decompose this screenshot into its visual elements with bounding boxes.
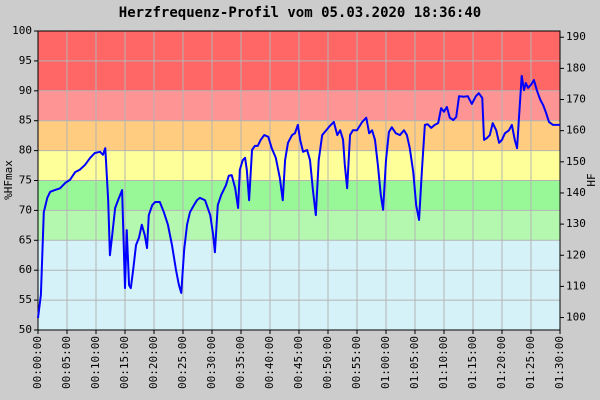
y-tick-label: 95 [19, 54, 32, 67]
y2-tick-label: 170 [566, 93, 586, 106]
y2-tick-label: 160 [566, 124, 586, 137]
x-tick-label: 00:00:00 [31, 336, 44, 389]
x-tick-label: 00:40:00 [263, 336, 276, 389]
plot-frame [37, 30, 561, 331]
y2-tick-label: 100 [566, 311, 586, 324]
y-tick-label: 70 [19, 203, 32, 216]
x-tick-label: 01:15:00 [466, 336, 479, 389]
y-tick-label: 80 [19, 144, 32, 157]
x-tick-label: 00:10:00 [89, 336, 102, 389]
y-tick-label: 90 [19, 84, 32, 97]
x-tick-label: 01:00:00 [379, 336, 392, 389]
x-tick-label: 01:25:00 [524, 336, 537, 389]
x-tick-label: 01:30:00 [553, 336, 566, 389]
y-tick-label: 60 [19, 263, 32, 276]
x-tick-label: 00:15:00 [118, 336, 131, 389]
x-tick-label: 00:35:00 [234, 336, 247, 389]
y-tick-label: 85 [19, 114, 32, 127]
y2-tick-label: 150 [566, 155, 586, 168]
x-tick-label: 00:25:00 [176, 336, 189, 389]
y2-tick-label: 130 [566, 217, 586, 230]
x-tick-label: 00:05:00 [60, 336, 73, 389]
x-tick-label: 00:20:00 [147, 336, 160, 389]
y-tick-label: 50 [19, 323, 32, 336]
x-tick-label: 00:55:00 [350, 336, 363, 389]
x-tick-label: 01:20:00 [495, 336, 508, 389]
y2-tick-label: 110 [566, 279, 586, 292]
y-tick-label: 100 [12, 24, 32, 37]
x-tick-label: 01:10:00 [437, 336, 450, 389]
y2-tick-label: 140 [566, 186, 586, 199]
y-tick-label: 75 [19, 174, 32, 187]
y2-tick-label: 180 [566, 61, 586, 74]
x-tick-label: 00:45:00 [292, 336, 305, 389]
x-tick-label: 01:05:00 [408, 336, 421, 389]
x-tick-label: 00:30:00 [205, 336, 218, 389]
y-axis-label: %HFmax [2, 160, 15, 200]
y2-tick-label: 120 [566, 248, 586, 261]
x-tick-label: 00:50:00 [321, 336, 334, 389]
data-line [37, 74, 560, 319]
y2-tick-label: 190 [566, 30, 586, 43]
chart-title: Herzfrequenz-Profil vom 05.03.2020 18:36… [119, 5, 481, 21]
y-tick-label: 65 [19, 233, 32, 246]
y2-axis-label: HF [585, 173, 598, 186]
y-tick-label: 55 [19, 293, 32, 306]
